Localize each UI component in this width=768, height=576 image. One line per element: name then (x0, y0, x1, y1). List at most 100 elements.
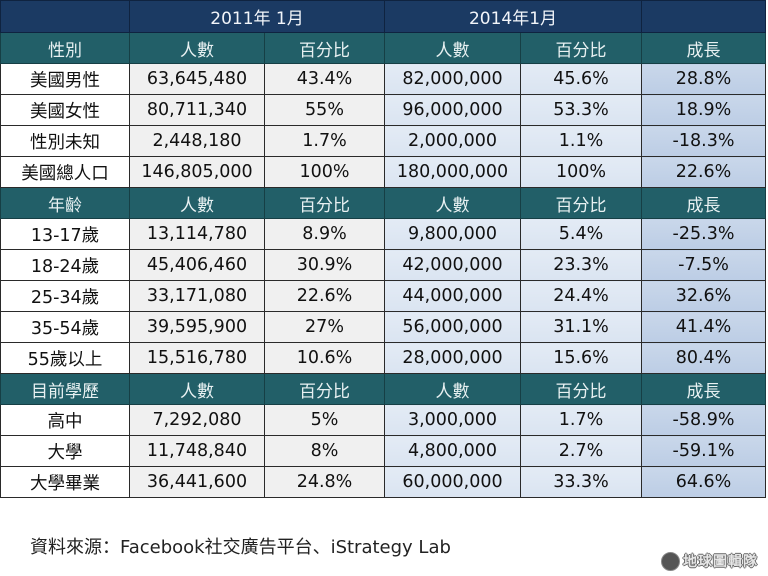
row-label: 18-24歲 (0, 249, 130, 281)
count-2011-cell: 2,448,180 (129, 125, 265, 157)
growth-cell: 28.8% (641, 63, 767, 95)
row-label: 35-54歲 (0, 311, 130, 343)
percent-2014-cell: 23.3% (520, 249, 643, 281)
table-row: 大學 11,748,840 8% 4,800,000 2.7% -59.1% (0, 435, 767, 467)
growth-cell: -25.3% (641, 218, 767, 250)
section-title: 性別 (0, 32, 130, 64)
column-header-percent-2014: 百分比 (520, 373, 643, 405)
count-2014-cell: 180,000,000 (384, 156, 522, 188)
count-2014-cell: 2,000,000 (384, 125, 522, 157)
facebook-us-users-table: 2011年 1月 2014年1月 性別 人數 百分比 人數 百分比 成長 美國男性 63,64… (0, 0, 767, 498)
row-label: 25-34歲 (0, 280, 130, 312)
period-header-row: 2011年 1月 2014年1月 (0, 0, 767, 33)
row-label: 美國總人口 (0, 156, 130, 188)
section-header-row: 年齡 人數 百分比 人數 百分比 成長 (0, 187, 767, 219)
percent-2014-cell: 100% (520, 156, 643, 188)
column-header-count-2014: 人數 (384, 187, 522, 219)
growth-cell: -7.5% (641, 249, 767, 281)
count-2011-cell: 39,595,900 (129, 311, 265, 343)
period-blank-cell (0, 0, 130, 33)
percent-2011-cell: 30.9% (263, 249, 386, 281)
count-2014-cell: 96,000,000 (384, 94, 522, 126)
count-2014-cell: 3,000,000 (384, 404, 522, 436)
percent-2014-cell: 5.4% (520, 218, 643, 250)
percent-2014-cell: 1.1% (520, 125, 643, 157)
row-label: 美國女性 (0, 94, 130, 126)
column-header-count-2014: 人數 (384, 32, 522, 64)
count-2014-cell: 42,000,000 (384, 249, 522, 281)
growth-cell: -58.9% (641, 404, 767, 436)
table-row: 18-24歲 45,406,460 30.9% 42,000,000 23.3% -7.5… (0, 249, 767, 281)
column-header-percent-2011: 百分比 (263, 187, 386, 219)
count-2011-cell: 146,805,000 (129, 156, 265, 188)
table-row: 13-17歲 13,114,780 8.9% 9,800,000 5.4% -25.3% (0, 218, 767, 250)
period-2014-header: 2014年1月 (384, 0, 643, 33)
table-row: 25-34歲 33,171,080 22.6% 44,000,000 24.4% 32.6… (0, 280, 767, 312)
percent-2011-cell: 5% (263, 404, 386, 436)
percent-2011-cell: 22.6% (263, 280, 386, 312)
count-2011-cell: 13,114,780 (129, 218, 265, 250)
growth-cell: 41.4% (641, 311, 767, 343)
percent-2014-cell: 24.4% (520, 280, 643, 312)
row-label: 13-17歲 (0, 218, 130, 250)
growth-cell: 18.9% (641, 94, 767, 126)
table-row: 美國男性 63,645,480 43.4% 82,000,000 45.6% 28.8% (0, 63, 767, 95)
percent-2014-cell: 2.7% (520, 435, 643, 467)
column-header-count-2011: 人數 (129, 187, 265, 219)
count-2014-cell: 28,000,000 (384, 342, 522, 374)
row-label: 美國男性 (0, 63, 130, 95)
count-2011-cell: 80,711,340 (129, 94, 265, 126)
section-header-row: 性別 人數 百分比 人數 百分比 成長 (0, 32, 767, 64)
table-row: 高中 7,292,080 5% 3,000,000 1.7% -58.9% (0, 404, 767, 436)
section-title: 目前學歷 (0, 373, 130, 405)
table-row: 大學畢業 36,441,600 24.8% 60,000,000 33.3% 64.6% (0, 466, 767, 498)
row-label: 大學 (0, 435, 130, 467)
count-2014-cell: 82,000,000 (384, 63, 522, 95)
table-row: 55歲以上 15,516,780 10.6% 28,000,000 15.6% 80.4% (0, 342, 767, 374)
column-header-count-2014: 人數 (384, 373, 522, 405)
percent-2011-cell: 10.6% (263, 342, 386, 374)
watermark-text: 地球圖輯隊 (683, 554, 758, 570)
count-2011-cell: 36,441,600 (129, 466, 265, 498)
count-2014-cell: 9,800,000 (384, 218, 522, 250)
section-title: 年齡 (0, 187, 130, 219)
count-2014-cell: 4,800,000 (384, 435, 522, 467)
table-row: 性別未知 2,448,180 1.7% 2,000,000 1.1% -18.3% (0, 125, 767, 157)
data-source-note: 資料來源：Facebook社交廣告平台、iStrategy Lab (30, 537, 451, 558)
percent-2011-cell: 27% (263, 311, 386, 343)
count-2011-cell: 7,292,080 (129, 404, 265, 436)
percent-2011-cell: 100% (263, 156, 386, 188)
table-row: 美國總人口 146,805,000 100% 180,000,000 100% 22.6% (0, 156, 767, 188)
globe-icon (661, 551, 680, 571)
count-2014-cell: 60,000,000 (384, 466, 522, 498)
percent-2014-cell: 33.3% (520, 466, 643, 498)
percent-2014-cell: 31.1% (520, 311, 643, 343)
column-header-percent-2014: 百分比 (520, 32, 643, 64)
count-2014-cell: 56,000,000 (384, 311, 522, 343)
percent-2011-cell: 43.4% (263, 63, 386, 95)
growth-cell: 32.6% (641, 280, 767, 312)
section-header-row: 目前學歷 人數 百分比 人數 百分比 成長 (0, 373, 767, 405)
percent-2014-cell: 53.3% (520, 94, 643, 126)
column-header-growth: 成長 (641, 187, 767, 219)
growth-cell: -59.1% (641, 435, 767, 467)
row-label: 55歲以上 (0, 342, 130, 374)
column-header-count-2011: 人數 (129, 32, 265, 64)
percent-2014-cell: 1.7% (520, 404, 643, 436)
column-header-count-2011: 人數 (129, 373, 265, 405)
growth-cell: 22.6% (641, 156, 767, 188)
percent-2011-cell: 55% (263, 94, 386, 126)
percent-2011-cell: 24.8% (263, 466, 386, 498)
row-label: 高中 (0, 404, 130, 436)
count-2011-cell: 11,748,840 (129, 435, 265, 467)
column-header-percent-2011: 百分比 (263, 373, 386, 405)
count-2011-cell: 45,406,460 (129, 249, 265, 281)
growth-cell: -18.3% (641, 125, 767, 157)
watermark-logo: 地球圖輯隊 (661, 551, 758, 571)
percent-2011-cell: 1.7% (263, 125, 386, 157)
growth-cell: 64.6% (641, 466, 767, 498)
column-header-percent-2011: 百分比 (263, 32, 386, 64)
period-growth-blank-cell (641, 0, 767, 33)
table-row: 美國女性 80,711,340 55% 96,000,000 53.3% 18.9% (0, 94, 767, 126)
column-header-growth: 成長 (641, 32, 767, 64)
